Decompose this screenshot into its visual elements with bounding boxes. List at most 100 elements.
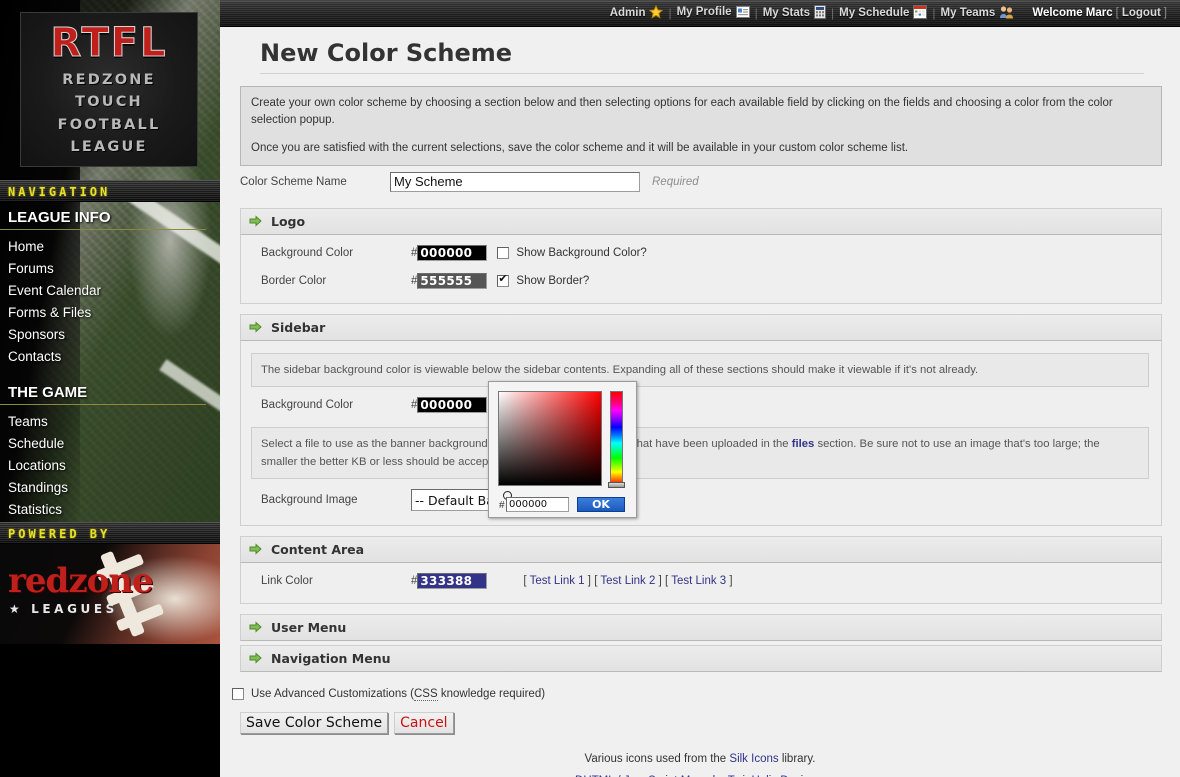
- welcome-message: Welcome Marc: [1032, 7, 1113, 19]
- topbar-link-my-schedule-label: My Schedule: [839, 6, 910, 19]
- topbar-link-my-stats[interactable]: My Stats: [762, 4, 826, 22]
- cancel-button[interactable]: Cancel: [394, 711, 454, 734]
- section-body-logo: Background Color # 000000 Show Backgroun…: [240, 234, 1162, 304]
- sidebar-item-sponsors[interactable]: Sponsors: [8, 326, 66, 342]
- twinhelix-link[interactable]: DHTML / JavaScript Menu by TwinHelix Des…: [575, 775, 825, 777]
- sidebar-item-event-calendar[interactable]: Event Calendar: [8, 282, 102, 298]
- sidebar-item-home[interactable]: Home: [8, 238, 45, 254]
- redzone-logo-sub: ★ LEAGUES ★: [9, 602, 141, 616]
- logout-link[interactable]: Logout: [1121, 7, 1161, 19]
- hue-slider-cursor[interactable]: [608, 482, 625, 488]
- sidebar: RTFL REDZONE TOUCH FOOTBALL LEAGUE NAVIG…: [0, 0, 220, 777]
- arrow-right-icon: [249, 543, 262, 556]
- show-background-color-checkbox[interactable]: [497, 246, 510, 259]
- save-color-scheme-button[interactable]: Save Color Scheme: [240, 711, 389, 734]
- navigation-header-label: NAVIGATION: [8, 185, 111, 199]
- redzone-leagues-logo[interactable]: redzone ★ LEAGUES ★: [0, 544, 220, 644]
- silk-icons-link[interactable]: Silk Icons: [729, 753, 779, 765]
- league-logo-name: REDZONE TOUCH FOOTBALL LEAGUE: [21, 69, 197, 159]
- scheme-name-row: Color Scheme Name Required: [220, 166, 1180, 198]
- intro-paragraph-1: Create your own color scheme by choosing…: [251, 97, 1113, 127]
- bracket-close: ]: [587, 574, 591, 587]
- sidebar-item-standings[interactable]: Standings: [8, 479, 69, 495]
- section-header-content-area[interactable]: Content Area: [240, 535, 1162, 563]
- sidebar-item-forms-files[interactable]: Forms & Files: [8, 304, 92, 320]
- saturation-value-gradient[interactable]: [498, 391, 602, 500]
- section-header-user-menu[interactable]: User Menu: [240, 613, 1162, 641]
- color-picker-popup[interactable]: # OK: [488, 381, 637, 518]
- sidebar-group-league-info: LEAGUE INFO Home Forums Event Calendar F…: [0, 206, 220, 367]
- footer-line-1-b: library.: [778, 753, 816, 765]
- sidebar-item-contacts[interactable]: Contacts: [8, 348, 62, 364]
- navigation-header-bar: NAVIGATION: [0, 180, 220, 202]
- color-hex-input[interactable]: [506, 497, 569, 512]
- league-logo: RTFL REDZONE TOUCH FOOTBALL LEAGUE: [20, 12, 198, 167]
- logo-border-color-field[interactable]: 555555: [417, 272, 488, 289]
- scheme-name-hint: Required: [652, 175, 699, 188]
- league-logo-line-1: REDZONE: [62, 72, 156, 88]
- sidebar-item-schedule[interactable]: Schedule: [8, 435, 65, 451]
- topbar-link-my-schedule[interactable]: My Schedule: [839, 4, 928, 22]
- footer-line-1-a: Various icons used from the: [584, 753, 730, 765]
- powered-by-label: POWERED BY: [8, 527, 111, 541]
- bracket-close: ]: [658, 574, 662, 587]
- hash-symbol: #: [411, 398, 418, 411]
- sidebar-background-color-field[interactable]: 000000: [417, 396, 488, 413]
- link-color-field[interactable]: 333388: [417, 572, 488, 589]
- form-buttons: Save Color Scheme Cancel: [220, 704, 1180, 734]
- section-title-content-area: Content Area: [271, 541, 365, 557]
- logo-border-color-row: Border Color # 555555 Show Border?: [241, 267, 1161, 295]
- topbar-link-my-teams[interactable]: My Teams: [941, 5, 1015, 22]
- link-color-label: Link Color: [261, 574, 313, 587]
- league-logo-line-2: TOUCH: [75, 94, 143, 111]
- topbar-link-my-teams-label: My Teams: [940, 6, 996, 19]
- hash-symbol: #: [411, 246, 418, 259]
- powered-by-header-bar: POWERED BY: [0, 522, 220, 544]
- sidebar-background-color-row: Background Color # 000000: [241, 391, 1161, 419]
- test-link-3[interactable]: Test Link 3: [671, 574, 727, 587]
- sidebar-group-spacer: [0, 367, 220, 381]
- topbar-link-my-profile[interactable]: My Profile: [677, 5, 750, 21]
- intro-info-box: Create your own color scheme by choosing…: [240, 86, 1162, 166]
- section-header-logo[interactable]: Logo: [240, 207, 1162, 235]
- scheme-name-label: Color Scheme Name: [240, 175, 347, 188]
- hash-symbol: #: [411, 574, 418, 587]
- show-background-color-label: Show Background Color?: [516, 246, 647, 259]
- sidebar-image-note-e: image that's too large; the smaller the …: [261, 437, 1100, 468]
- section-header-sidebar[interactable]: Sidebar: [240, 313, 1162, 341]
- footer-line-2: DHTML / JavaScript Menu by TwinHelix Des…: [220, 771, 1180, 777]
- test-link-1[interactable]: Test Link 1: [529, 574, 585, 587]
- sidebar-item-statistics[interactable]: Statistics: [8, 501, 63, 517]
- main-content: New Color Scheme Create your own color s…: [220, 27, 1180, 777]
- sidebar-item-teams[interactable]: Teams: [8, 413, 48, 429]
- sidebar-nav: LEAGUE INFO Home Forums Event Calendar F…: [0, 206, 220, 520]
- section-header-navigation-menu[interactable]: Navigation Menu: [240, 644, 1162, 672]
- section-title-user-menu: User Menu: [271, 619, 347, 635]
- topbar-separator: |: [668, 6, 672, 20]
- topbar-separator: |: [754, 6, 758, 20]
- bracket-close: ]: [1163, 7, 1167, 19]
- show-border-checkbox[interactable]: [497, 272, 510, 287]
- files-link[interactable]: files: [791, 437, 815, 450]
- css-abbr: CSS: [414, 687, 438, 701]
- color-picker-ok-button[interactable]: OK: [577, 497, 625, 512]
- sidebar-note: The sidebar background color is viewable…: [251, 352, 1149, 387]
- hue-slider[interactable]: [610, 391, 623, 486]
- logo-border-color-label: Border Color: [261, 274, 327, 287]
- test-links: [ Test Link 1 ] [ Test Link 2 ] [ Test L…: [523, 575, 732, 587]
- scheme-name-input[interactable]: [390, 171, 640, 192]
- bracket-open: [: [1115, 7, 1119, 19]
- league-logo-line-4: LEAGUE: [70, 139, 148, 156]
- topbar-separator: |: [932, 6, 936, 20]
- sidebar-item-locations[interactable]: Locations: [8, 457, 66, 473]
- sidebar-item-forums[interactable]: Forums: [8, 260, 54, 276]
- test-link-2[interactable]: Test Link 2: [600, 574, 656, 587]
- group-icon: [999, 5, 1014, 22]
- arrow-right-icon: [249, 621, 262, 634]
- use-advanced-customizations-checkbox[interactable]: [232, 687, 244, 700]
- logo-background-color-field[interactable]: 000000: [417, 244, 488, 261]
- sidebar-image-note-c: files that have been uploaded in the: [607, 437, 792, 450]
- topbar-link-my-stats-label: My Stats: [762, 6, 810, 19]
- hash-symbol: #: [411, 274, 418, 287]
- topbar-link-admin[interactable]: Admin: [610, 4, 664, 22]
